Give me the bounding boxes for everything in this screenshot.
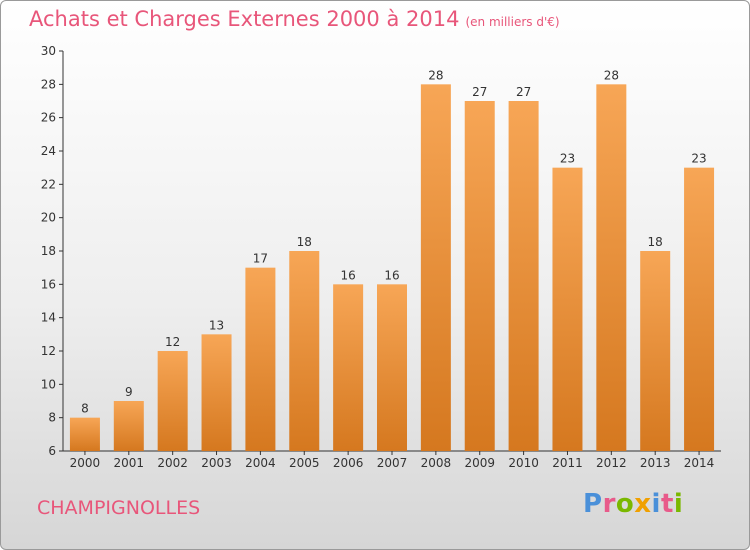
bar [552,167,583,451]
x-tick-label: 2005 [289,456,320,470]
x-tick-label: 2000 [70,456,101,470]
x-tick-label: 2004 [245,456,276,470]
bar [640,251,671,451]
x-tick-label: 2008 [421,456,452,470]
bar-value-label: 18 [297,235,312,249]
bar-value-label: 16 [384,268,399,282]
chart-title: Achats et Charges Externes 2000 à 2014 (e… [29,7,560,31]
bar-value-label: 23 [691,152,706,166]
x-tick-label: 2003 [201,456,232,470]
bar-value-label: 16 [340,268,355,282]
x-tick-label: 2012 [596,456,627,470]
logo-letter: i [673,489,684,519]
commune-name: CHAMPIGNOLLES [37,497,201,519]
y-tick-label: 24 [41,144,56,158]
logo-letter: o [615,489,635,519]
bar-value-label: 8 [81,402,89,416]
bar-value-label: 28 [604,68,619,82]
y-tick-label: 10 [41,377,56,391]
title-unit: (en milliers d'€) [465,15,560,29]
logo-letter: i [651,489,661,519]
logo-letter: P [583,489,603,519]
x-tick-label: 2011 [552,456,583,470]
x-tick-label: 2009 [464,456,495,470]
bar [289,251,320,451]
bar [377,284,407,451]
y-tick-label: 16 [41,277,56,291]
bar-value-label: 17 [253,252,268,266]
bar-value-label: 13 [209,318,224,332]
x-tick-label: 2002 [157,456,188,470]
bar [420,84,451,451]
bar-value-label: 27 [472,85,487,99]
bar [245,267,276,451]
y-tick-label: 30 [41,44,56,58]
bar-value-label: 12 [165,335,180,349]
x-tick-label: 2014 [684,456,715,470]
bar [69,417,100,451]
title-text: Achats et Charges Externes 2000 à 2014 [29,7,460,31]
y-tick-label: 26 [41,111,56,125]
bar [684,167,715,451]
y-tick-label: 22 [41,177,56,191]
bar [464,101,495,451]
bar [157,351,188,451]
logo-letter: r [602,489,616,519]
bar-value-label: 27 [516,85,531,99]
x-tick-label: 2010 [508,456,539,470]
bar [113,401,144,451]
bar [508,101,539,451]
y-tick-label: 8 [48,411,56,425]
logo-letter: x [634,489,652,519]
bar-value-label: 18 [648,235,663,249]
y-tick-label: 12 [41,344,56,358]
y-tick-label: 20 [41,211,56,225]
x-tick-label: 2001 [114,456,145,470]
logo-letter: t [660,489,674,519]
bar [596,84,627,451]
y-tick-label: 28 [41,77,56,91]
proxiti-logo[interactable]: Proxiti [583,489,683,519]
x-tick-label: 2006 [333,456,364,470]
bar [201,334,232,451]
bar [333,284,364,451]
y-tick-label: 14 [41,311,56,325]
bar-value-label: 9 [125,385,133,399]
bar-value-label: 28 [428,68,443,82]
y-tick-label: 6 [48,444,56,458]
y-tick-label: 18 [41,244,56,258]
x-tick-label: 2013 [640,456,671,470]
bar-value-label: 23 [560,152,575,166]
x-tick-label: 2007 [377,456,408,470]
